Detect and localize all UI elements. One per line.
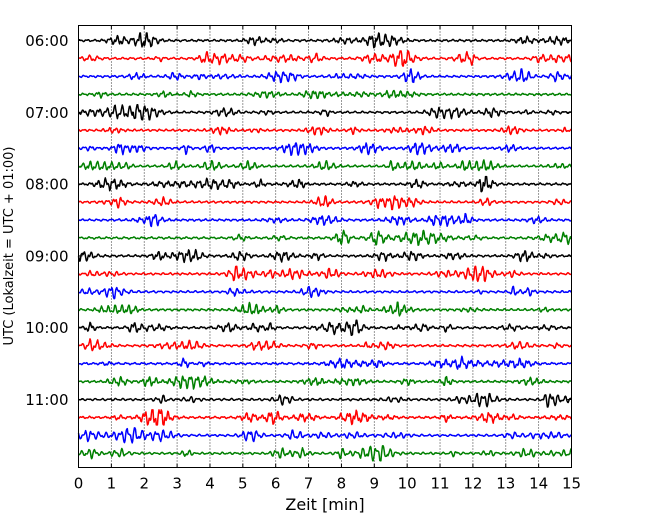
- x-tick-label: 7: [304, 475, 314, 493]
- x-tick-label: 8: [337, 475, 347, 493]
- x-tick-label: 2: [139, 475, 149, 493]
- trace-line: [78, 301, 572, 317]
- trace-line: [78, 375, 572, 390]
- trace-line: [78, 32, 573, 49]
- x-tick-label: 13: [496, 475, 515, 493]
- y-tick-label: 08:00: [25, 176, 68, 194]
- trace-line: [77, 427, 572, 444]
- trace-line: [78, 355, 572, 370]
- trace-line: [78, 104, 572, 121]
- x-axis-label: Zeit [min]: [285, 495, 364, 514]
- x-tick-label: 4: [205, 475, 215, 493]
- trace-line: [78, 409, 573, 426]
- y-tick-label: 09:00: [25, 247, 68, 265]
- x-tick-label: 9: [370, 475, 380, 493]
- x-tick-label: 15: [562, 475, 581, 493]
- trace-line: [78, 89, 572, 100]
- x-tick-label: 11: [430, 475, 449, 493]
- trace-line: [78, 195, 572, 211]
- trace-line: [77, 319, 572, 336]
- x-tick-label: 3: [172, 475, 182, 493]
- x-tick-label: 14: [529, 475, 548, 493]
- x-tick-label: 6: [271, 475, 281, 493]
- x-axis-ticks: 0 1 2 3 4 5 6 7 8 9 10 11 12 13 14 15: [74, 25, 581, 493]
- y-axis-label: UTC (Lokalzeit = UTC + 01:00): [2, 147, 17, 346]
- x-tick-label: 10: [398, 475, 417, 493]
- trace-line: [77, 338, 572, 352]
- trace-line: [78, 142, 573, 157]
- trace-line: [78, 68, 573, 84]
- x-tick-label: 5: [238, 475, 248, 493]
- plot-frame: [78, 25, 572, 468]
- y-tick-label: 06:00: [25, 32, 68, 50]
- x-tick-label: 12: [463, 475, 482, 493]
- y-tick-label: 07:00: [25, 104, 68, 122]
- trace-line: [78, 285, 572, 300]
- trace-group: [77, 32, 573, 462]
- x-tick-label: 0: [74, 475, 84, 493]
- trace-line: [78, 125, 572, 136]
- trace-line: [78, 445, 572, 462]
- trace-line: [78, 50, 572, 67]
- y-tick-label: 11:00: [25, 391, 68, 409]
- trace-line: [78, 392, 572, 408]
- y-axis-ticks: 06:00 07:00 08:00 09:00 10:00 11:00: [25, 32, 572, 409]
- trace-line: [78, 212, 573, 228]
- trace-line: [78, 175, 573, 193]
- y-tick-label: 10:00: [25, 319, 68, 337]
- x-tick-label: 1: [107, 475, 117, 493]
- trace-line: [77, 265, 572, 283]
- trace-line: [78, 159, 573, 172]
- trace-line: [78, 229, 573, 246]
- trace-line: [77, 248, 572, 264]
